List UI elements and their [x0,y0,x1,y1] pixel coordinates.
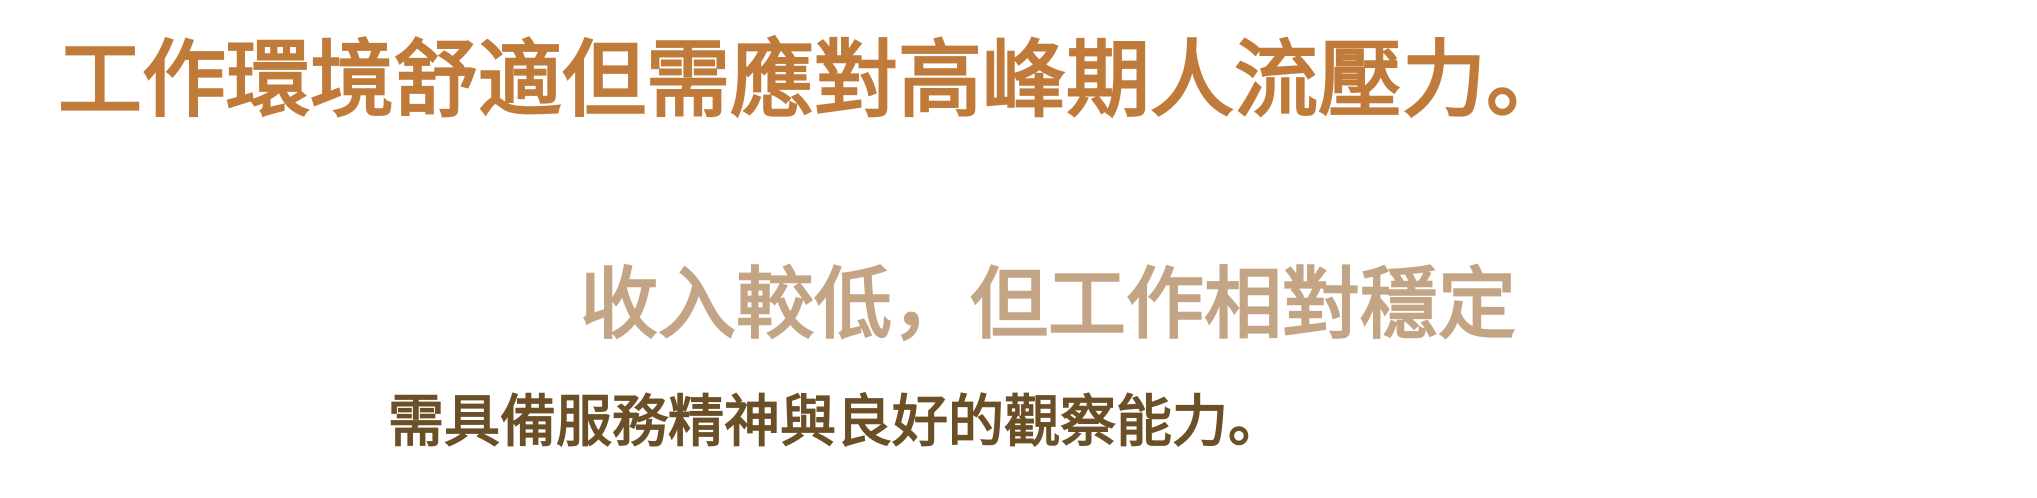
subheading-income-stability: 收入較低，但工作相對穩定 [580,260,1517,350]
text-required-skills: 需具備服務精神與良好的觀察能力。 [388,390,1284,455]
heading-work-environment: 工作環境舒適但需應對高峰期人流壓力。 [58,31,1571,129]
